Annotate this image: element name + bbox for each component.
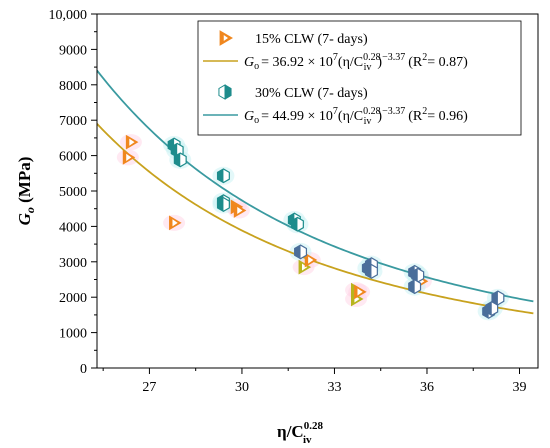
hexagon-marker-fill [294, 245, 301, 259]
x-tick-label: 27 [142, 380, 156, 395]
triangle-marker-inner [301, 263, 308, 271]
data-points [122, 134, 505, 319]
hexagon-marker-fill [171, 143, 178, 158]
legend-marker-30-hexagon [218, 84, 232, 100]
legend-marker-15-triangle [219, 30, 233, 46]
fit-curve-15 [96, 123, 534, 315]
x-axis: 27 30 33 36 39 [102, 368, 526, 395]
triangle-marker-inner [357, 288, 363, 296]
data-point-30 [173, 152, 187, 168]
triangle-marker-inner [129, 138, 135, 146]
data-point-15 [233, 203, 247, 218]
data-point-30 [364, 263, 378, 279]
y-tick-label: 7000 [59, 114, 87, 129]
hexagon-marker-fill [174, 153, 181, 167]
data-point-30 [485, 301, 499, 317]
x-axis-title: η/C0.28 iv [277, 420, 323, 446]
data-point-30 [290, 216, 304, 232]
hexagon-marker-fill [411, 268, 418, 283]
y-tick-label: 1000 [59, 327, 87, 342]
y-tick-label: 9000 [59, 43, 87, 58]
legend-fit-label-30: Go = 44.99 × 107(η/C0.28 iv)−3.37 (R2= 0.96… [244, 106, 468, 127]
y-tick-label: 10,000 [49, 8, 88, 23]
y-tick-label: 5000 [59, 185, 87, 200]
y-tick-label: 2000 [59, 291, 87, 306]
data-point-15 [125, 134, 139, 150]
triangle-marker-inner [237, 206, 243, 215]
data-point-30 [408, 279, 422, 295]
y-axis-title: Go (MPa) [15, 157, 37, 226]
data-point-15 [354, 284, 367, 300]
hexagon-marker-fill [217, 168, 224, 183]
x-tick-label: 36 [420, 380, 434, 395]
y-tick-label: 0 [80, 362, 87, 377]
legend-box [197, 20, 522, 136]
legend-fit-label-15: Go = 36.92 × 107(η/C0.28 iv)−3.37 (R2= 0.87… [244, 52, 468, 73]
x-tick-label: 33 [327, 380, 341, 395]
hexagon-marker-fill [365, 264, 372, 279]
triangle-marker-inner [308, 256, 314, 264]
triangle-marker-inner [172, 219, 178, 227]
data-point-15 [304, 252, 318, 268]
y-tick-label: 3000 [59, 256, 87, 271]
y-tick-label: 4000 [59, 220, 87, 235]
data-point-30 [491, 290, 505, 306]
hexagon-marker-fill [291, 217, 298, 232]
x-tick-label: 30 [235, 380, 249, 395]
y-tick-label: 6000 [59, 150, 87, 165]
y-axis: 0 1000 2000 3000 4000 5000 6000 7000 8000 9000 10,… [49, 8, 97, 377]
data-point-30 [411, 267, 425, 283]
y-tick-label: 8000 [59, 79, 87, 94]
data-point-15 [169, 215, 182, 231]
data-point-30 [294, 244, 308, 260]
hexagon-marker-fill [485, 301, 492, 316]
legend: 15% CLW (7- days) Go = 36.92 × 107(η/C0.2… [197, 20, 522, 136]
data-point-30 [216, 168, 230, 184]
hexagon-marker-fill [408, 279, 415, 294]
data-point-15 [122, 149, 136, 165]
legend-label-15: 15% CLW (7- days) [255, 32, 368, 47]
data-point-15 [298, 259, 312, 275]
data-point-30 [216, 196, 230, 212]
hexagon-marker-fill [492, 291, 498, 305]
x-tick-label: 39 [512, 380, 526, 395]
triangle-marker-inner [126, 153, 132, 161]
hexagon-marker-fill [217, 197, 224, 212]
legend-label-30: 30% CLW (7- days) [255, 86, 368, 101]
